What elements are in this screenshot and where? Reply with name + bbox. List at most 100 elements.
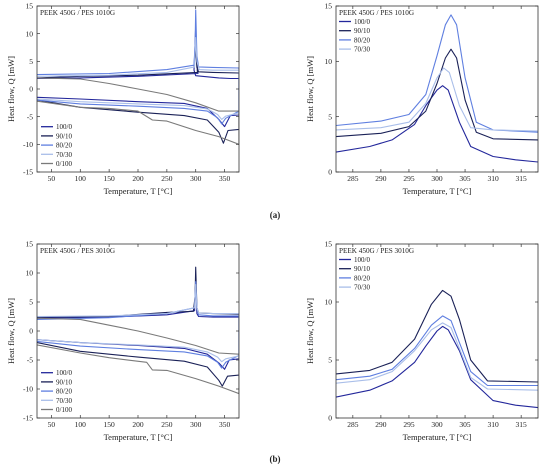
x-axis-label: Temperature, T [°C] — [403, 186, 472, 196]
y-tick-label: 0 — [29, 85, 33, 94]
x-tick-label: 250 — [161, 174, 173, 183]
x-axis-label: Temperature, T [°C] — [403, 432, 472, 442]
legend-label: 90/10 — [354, 27, 370, 35]
legend-label: 70/30 — [354, 284, 370, 292]
y-tick-label: -15 — [23, 168, 33, 177]
legend-label: 70/30 — [56, 151, 72, 159]
series-line-70-30 — [336, 67, 538, 132]
y-tick-label: 15 — [26, 2, 34, 11]
y-axis-label: Heat flow, Q [mW] — [6, 298, 16, 364]
y-tick-label: 5 — [29, 298, 33, 307]
x-tick-label: 290 — [375, 174, 387, 183]
caption-a: (a) — [270, 210, 281, 220]
series-line-70-30 — [37, 284, 239, 363]
x-tick-label: 285 — [347, 420, 359, 429]
legend-label: 80/20 — [56, 388, 72, 396]
x-tick-label: 300 — [431, 174, 443, 183]
x-tick-label: 50 — [48, 174, 56, 183]
x-tick-label: 100 — [75, 420, 87, 429]
x-tick-label: 290 — [375, 420, 387, 429]
series-line-90-10 — [336, 289, 538, 383]
chart-b-full-range: 50 100 150 200 250 300 350 -15 -10 -5 0 5 10 15 Temper… — [6, 240, 240, 442]
y-axis-label: Heat flow, Q [mW] — [305, 298, 315, 364]
legend-label: 80/20 — [354, 274, 370, 282]
series-line-80-20 — [37, 9, 239, 125]
legend-label: 100/0 — [354, 256, 370, 264]
x-tick-label: 350 — [219, 174, 231, 183]
series-line-100-0 — [336, 85, 538, 163]
series-line-80-20 — [336, 14, 538, 133]
legend-label: 90/10 — [56, 132, 72, 140]
x-tick-label: 200 — [132, 174, 144, 183]
legend-label: 0/100 — [56, 160, 72, 168]
x-tick-label: 350 — [219, 420, 231, 429]
y-axis-label: Heat flow, Q [mW] — [305, 56, 315, 122]
series-line-0-100 — [37, 77, 239, 145]
x-tick-label: 310 — [487, 420, 499, 429]
x-tick-label: 50 — [48, 420, 56, 429]
x-tick-label: 295 — [403, 174, 415, 183]
y-tick-label: 5 — [328, 112, 332, 121]
x-tick-label: 300 — [190, 420, 202, 429]
legend-label: 90/10 — [354, 265, 370, 273]
chart-b-zoom: 285 290 295 300 305 310 315 0 5 10 15 Temperature, … — [305, 240, 539, 442]
legend-label: 90/10 — [56, 378, 72, 386]
y-tick-label: 15 — [26, 240, 34, 249]
series-line-70-30 — [37, 36, 239, 120]
chart-a-full-range: 50 100 150 200 250 300 350 -15 -10 -5 0 5 10 15 Temper… — [6, 2, 240, 196]
x-tick-label: 310 — [487, 174, 499, 183]
x-axis-label: Temperature, T [°C] — [104, 186, 173, 196]
series-group — [336, 14, 538, 163]
series-group — [37, 9, 239, 145]
y-tick-label: -15 — [23, 414, 33, 423]
y-tick-label: -10 — [23, 140, 33, 149]
series-group — [336, 289, 538, 409]
y-tick-label: 15 — [325, 240, 333, 249]
y-tick-label: 15 — [325, 2, 333, 11]
y-tick-label: -5 — [27, 356, 33, 365]
y-tick-label: 10 — [26, 269, 34, 278]
series-line-90-10 — [37, 266, 239, 387]
y-tick-label: -10 — [23, 385, 33, 394]
x-axis-label: Temperature, T [°C] — [104, 432, 173, 442]
x-tick-label: 300 — [431, 420, 443, 429]
y-tick-label: 10 — [26, 29, 34, 38]
x-tick-label: 305 — [459, 174, 471, 183]
y-tick-label: -5 — [27, 112, 33, 121]
caption-b: (b) — [270, 454, 281, 464]
chart-a-zoom: 285 290 295 300 305 310 315 0 5 10 15 Temperature, … — [305, 2, 539, 196]
x-tick-label: 315 — [516, 174, 528, 183]
series-line-0-100 — [37, 317, 239, 395]
y-tick-label: 0 — [328, 168, 332, 177]
series-line-90-10 — [336, 48, 538, 141]
x-tick-label: 150 — [104, 174, 116, 183]
y-tick-label: 0 — [328, 414, 332, 423]
legend-label: 100/0 — [56, 123, 72, 131]
series-line-80-20 — [336, 315, 538, 387]
x-tick-label: 295 — [403, 420, 415, 429]
x-tick-label: 250 — [161, 420, 173, 429]
x-tick-label: 285 — [347, 174, 359, 183]
y-tick-label: 0 — [29, 327, 33, 336]
y-tick-label: 10 — [325, 298, 333, 307]
chart-title: PEEK 450G / PES 1010G — [40, 9, 115, 17]
y-axis-label: Heat flow, Q [mW] — [6, 56, 16, 122]
x-tick-label: 100 — [75, 174, 87, 183]
legend-label: 70/30 — [56, 397, 72, 405]
series-group — [37, 266, 239, 395]
legend-label: 80/20 — [354, 36, 370, 44]
y-tick-label: 5 — [328, 356, 332, 365]
x-tick-label: 315 — [516, 420, 528, 429]
chart-title: PEEK 450G / PES 3010G — [339, 247, 414, 255]
legend-label: 100/0 — [56, 369, 72, 377]
legend-label: 70/30 — [354, 46, 370, 54]
x-tick-label: 305 — [459, 420, 471, 429]
chart-title: PEEK 450G / PES 1010G — [339, 9, 414, 17]
series-line-90-10 — [37, 22, 239, 144]
chart-title: PEEK 450G / PES 3010G — [40, 247, 115, 255]
legend-label: 100/0 — [354, 18, 370, 26]
